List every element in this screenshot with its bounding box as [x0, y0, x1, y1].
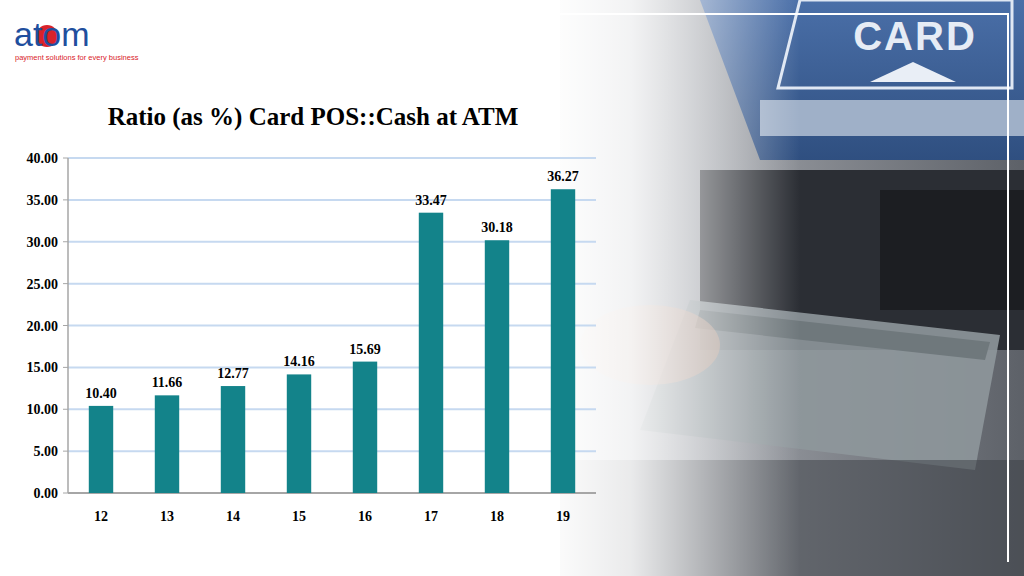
data-label: 10.40: [85, 386, 117, 401]
y-tick-label: 35.00: [27, 193, 59, 208]
data-label: 14.16: [283, 354, 315, 369]
logo: atom: [14, 15, 90, 53]
bar: [551, 189, 575, 493]
bar: [155, 395, 179, 493]
grid-line: [68, 283, 596, 285]
bar: [485, 240, 509, 493]
bar: [221, 386, 245, 493]
y-tick-label: 5.00: [34, 444, 59, 459]
data-label: 11.66: [152, 375, 183, 390]
grid-line: [68, 366, 596, 368]
data-label: 12.77: [217, 366, 249, 381]
data-label: 15.69: [349, 342, 381, 357]
y-tick-label: 15.00: [27, 360, 59, 375]
data-label: 33.47: [415, 193, 447, 208]
x-tick-label: 19: [556, 509, 570, 524]
canvas: CARD atompayment solutions for every busi…: [0, 0, 1024, 576]
x-tick-label: 15: [292, 509, 306, 524]
bars: [89, 189, 575, 493]
x-tick-label: 17: [424, 509, 438, 524]
chart-title: Ratio (as %) Card POS::Cash at ATM: [108, 103, 519, 131]
y-tick-label: 20.00: [27, 319, 59, 334]
grid-line: [68, 492, 596, 494]
y-tick-label: 25.00: [27, 277, 59, 292]
bar: [287, 374, 311, 493]
data-label: 30.18: [481, 220, 513, 235]
y-axis: [67, 158, 69, 493]
background-photo: [520, 0, 1024, 576]
y-tick-label: 40.00: [27, 151, 59, 166]
x-tick-label: 12: [94, 509, 108, 524]
x-tick-label: 13: [160, 509, 174, 524]
bar: [89, 406, 113, 493]
bar: [419, 213, 443, 493]
photo-fade: [540, 0, 800, 576]
grid-line: [68, 241, 596, 243]
x-tick-label: 14: [226, 509, 240, 524]
y-tick-label: 0.00: [34, 486, 59, 501]
grid: [63, 158, 596, 493]
x-tick-label: 16: [358, 509, 372, 524]
white-frame: [520, 14, 1008, 562]
atm-card-label: CARD: [853, 14, 977, 58]
grid-line: [68, 408, 596, 410]
y-tick-label: 10.00: [27, 402, 59, 417]
grid-line: [68, 450, 596, 452]
grid-line: [68, 157, 596, 159]
data-label: 36.27: [547, 169, 579, 184]
logo-tagline: payment solutions for every business: [15, 53, 139, 62]
slot-mouth: [880, 190, 1024, 310]
bar: [353, 362, 377, 493]
card-arrow: [870, 62, 956, 82]
y-tick-label: 30.00: [27, 235, 59, 250]
grid-line: [68, 199, 596, 201]
grid-line: [68, 325, 596, 327]
x-tick-label: 18: [490, 509, 504, 524]
